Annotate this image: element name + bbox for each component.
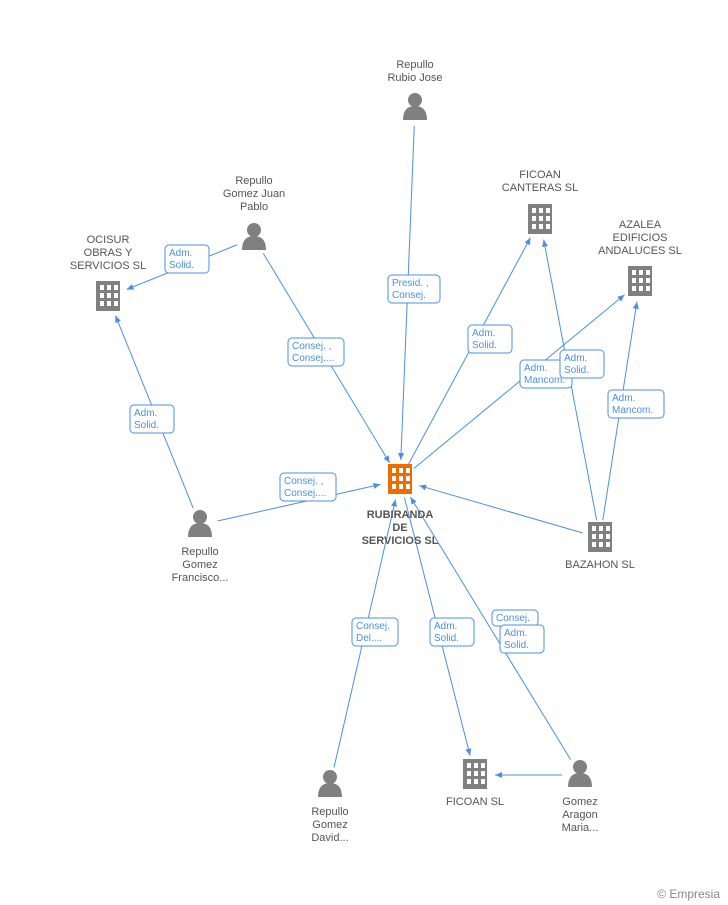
node-label: FICOAN xyxy=(519,169,561,181)
edge-label-text: Mancom. xyxy=(612,405,653,416)
node-label: Pablo xyxy=(240,201,268,213)
node-repullo_francisco[interactable]: RepulloGomezFrancisco... xyxy=(172,510,229,584)
edge-label-text: Consej.... xyxy=(284,488,326,499)
node-label: Gomez xyxy=(562,796,597,808)
node-label: Gomez xyxy=(182,559,217,571)
node-repullo_david[interactable]: RepulloGomezDavid... xyxy=(311,770,348,844)
edge-label-text: Presid. , xyxy=(392,278,429,289)
node-ficoan_canteras[interactable]: FICOANCANTERAS SL xyxy=(502,169,578,234)
node-label: Francisco... xyxy=(172,572,229,584)
edge-label-text: Solid. xyxy=(504,640,529,651)
edge-label-text: Adm. xyxy=(504,628,527,639)
edge-label-text: Del.... xyxy=(356,633,382,644)
edge-label-text: Consej. , xyxy=(284,476,323,487)
edge-label-text: Adm. xyxy=(434,621,457,632)
node-label: Gomez xyxy=(312,819,347,831)
node-label: DE xyxy=(392,522,407,534)
node-label: Repullo xyxy=(396,59,433,71)
node-repullo_rubio[interactable]: RepulloRubio Jose xyxy=(387,59,442,120)
node-label: Rubio Jose xyxy=(387,72,442,84)
edge-label-text: Consej. xyxy=(496,613,530,624)
edge-label-text: Consej. xyxy=(356,621,390,632)
node-label: CANTERAS SL xyxy=(502,182,578,194)
edge-label-text: Adm. xyxy=(169,248,192,259)
node-label: BAZAHON SL xyxy=(565,559,635,571)
edge-label-text: Adm. xyxy=(612,393,635,404)
edge-label-text: Solid. xyxy=(564,365,589,376)
edge xyxy=(419,486,583,533)
edge-label-text: Solid. xyxy=(134,420,159,431)
node-label: SERVICIOS SL xyxy=(70,260,146,272)
node-bazahon[interactable]: BAZAHON SL xyxy=(565,522,635,571)
node-azalea[interactable]: AZALEAEDIFICIOSANDALUCES SL xyxy=(598,219,682,296)
node-label: SERVICIOS SL xyxy=(362,535,439,547)
node-label: Repullo xyxy=(311,806,348,818)
node-label: ANDALUCES SL xyxy=(598,245,682,257)
node-label: Aragon xyxy=(562,809,597,821)
edge xyxy=(414,295,625,469)
node-label: AZALEA xyxy=(619,219,662,231)
edge-label-text: Solid. xyxy=(472,340,497,351)
edge-label-text: Adm. xyxy=(134,408,157,419)
edge-label-text: Adm. xyxy=(472,328,495,339)
edge-label-text: Consej.... xyxy=(292,353,334,364)
node-gomez_aragon[interactable]: GomezAragonMaria... xyxy=(562,760,599,834)
edge-label-text: Adm. xyxy=(564,353,587,364)
edge-label-text: Consej. xyxy=(392,290,426,301)
node-label: Gomez Juan xyxy=(223,188,285,200)
node-center[interactable]: RUBIRANDADESERVICIOS SL xyxy=(362,464,439,547)
node-label: FICOAN SL xyxy=(446,796,504,808)
node-label: Repullo xyxy=(181,546,218,558)
node-repullo_juan[interactable]: RepulloGomez JuanPablo xyxy=(223,175,285,250)
edge-label-text: Solid. xyxy=(169,260,194,271)
node-label: EDIFICIOS xyxy=(612,232,667,244)
footer-credit: © Empresia xyxy=(657,887,720,901)
edge-label-text: Mancom. xyxy=(524,375,565,386)
node-label: OBRAS Y xyxy=(84,247,133,259)
node-label: Maria... xyxy=(562,822,599,834)
edge-label-text: Solid. xyxy=(434,633,459,644)
edge-label-text: Consej. , xyxy=(292,341,331,352)
node-label: RUBIRANDA xyxy=(367,509,434,521)
node-label: David... xyxy=(311,832,348,844)
node-label: Repullo xyxy=(235,175,272,187)
node-ficoan[interactable]: FICOAN SL xyxy=(446,759,504,808)
node-label: OCISUR xyxy=(87,234,130,246)
network-diagram: Presid. ,Consej.Adm.Solid.Consej. ,Conse… xyxy=(0,0,728,905)
edge-label-text: Adm. xyxy=(524,363,547,374)
node-ocisur[interactable]: OCISUROBRAS YSERVICIOS SL xyxy=(70,234,146,311)
